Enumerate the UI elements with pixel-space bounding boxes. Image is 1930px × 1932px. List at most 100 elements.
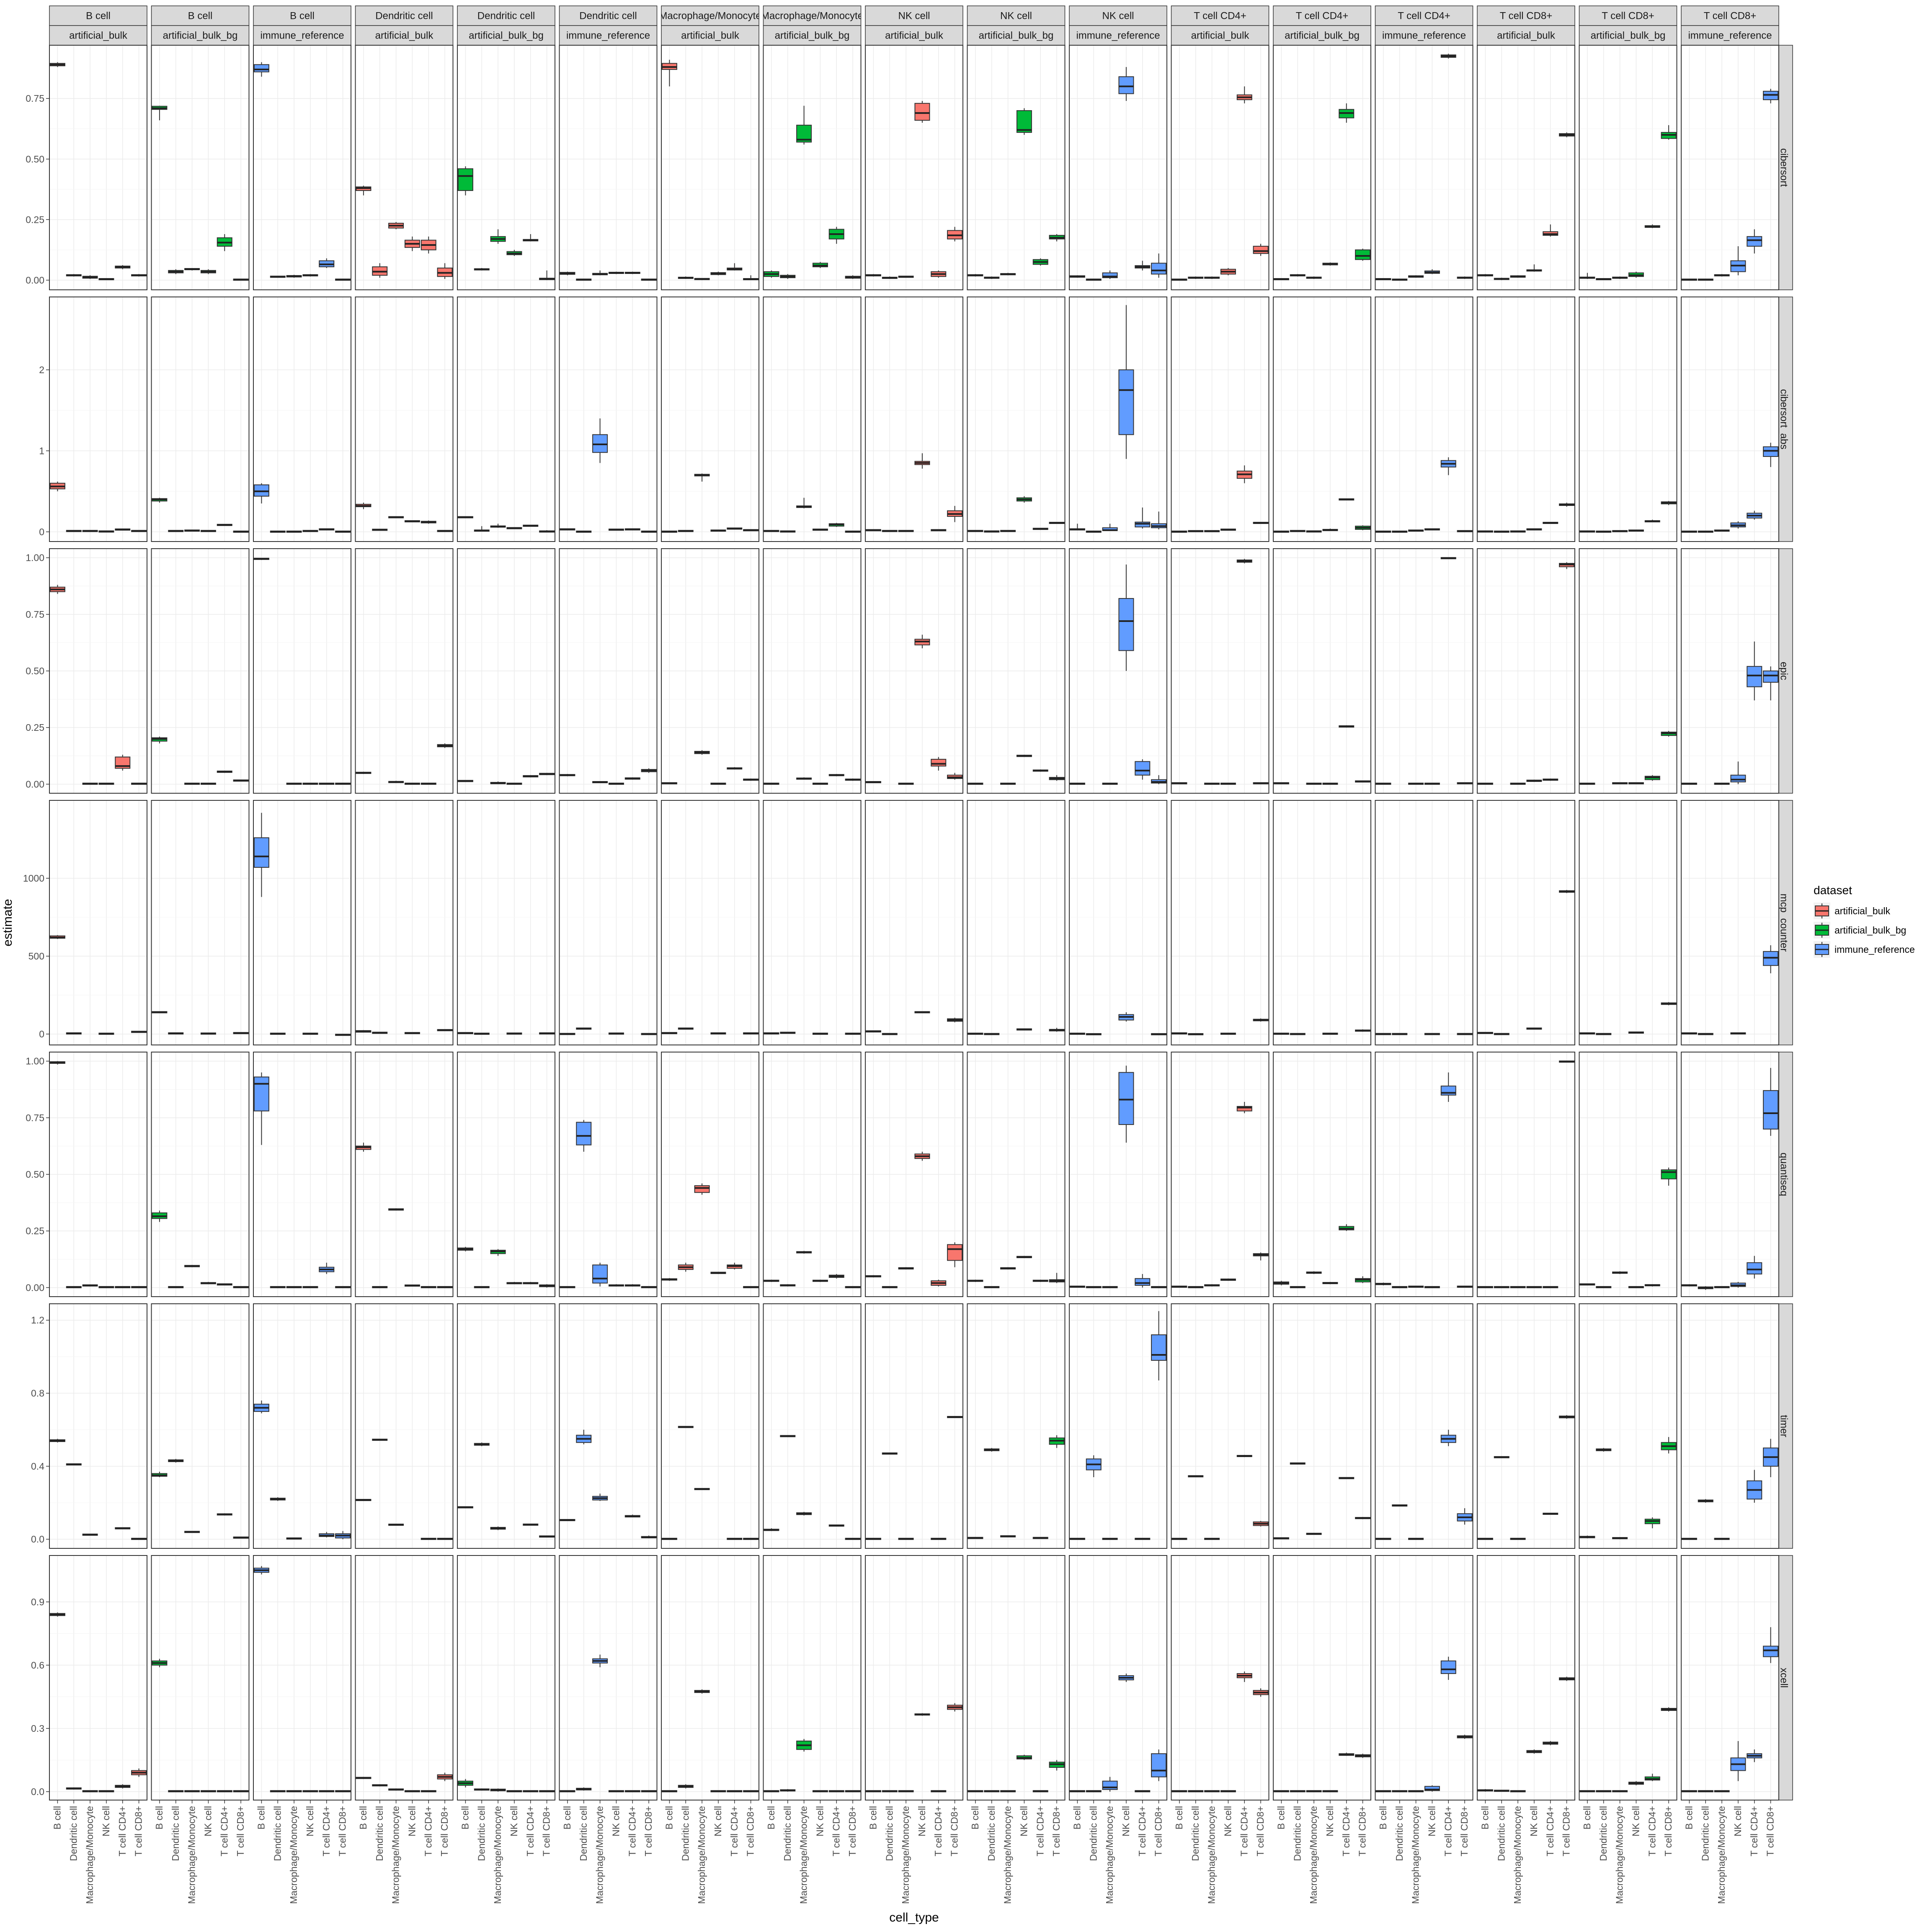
facet-panel xyxy=(1273,1304,1371,1548)
panel-background xyxy=(356,1555,453,1800)
box xyxy=(1135,1538,1150,1540)
box xyxy=(1425,1287,1440,1288)
box xyxy=(356,1777,371,1779)
facet-panel xyxy=(1069,1052,1167,1297)
strip-label-dataset: artificial_bulk_bg xyxy=(1285,30,1360,41)
box xyxy=(1392,1287,1407,1288)
box xyxy=(1307,783,1321,784)
box xyxy=(458,1506,473,1508)
box xyxy=(1033,1537,1048,1538)
y-tick-label: 1000 xyxy=(23,873,44,884)
box xyxy=(625,1790,640,1792)
box xyxy=(1392,279,1407,280)
box xyxy=(1254,1521,1268,1527)
box xyxy=(389,516,403,518)
facet-panel xyxy=(1171,800,1269,1045)
facet-panel xyxy=(49,1052,147,1297)
strip-label-cell-type: Dendritic cell xyxy=(477,10,535,22)
box xyxy=(67,274,81,276)
box xyxy=(1682,279,1697,280)
facet-panel xyxy=(764,549,861,793)
y-tick-label: 1.00 xyxy=(26,1056,44,1067)
box xyxy=(931,271,946,278)
box xyxy=(743,1538,758,1540)
box xyxy=(1511,531,1525,532)
box xyxy=(764,530,779,531)
box xyxy=(287,1287,302,1288)
box xyxy=(829,1524,844,1526)
box xyxy=(813,262,828,268)
box-iqr xyxy=(1119,370,1133,435)
box xyxy=(1070,783,1085,784)
box xyxy=(1494,1033,1509,1034)
facet-panel xyxy=(661,800,759,1045)
strip-label-dataset: artificial_bulk xyxy=(1191,30,1250,41)
box xyxy=(1580,1284,1595,1285)
box xyxy=(201,530,216,531)
box xyxy=(1629,1287,1644,1288)
box xyxy=(217,524,232,526)
box xyxy=(1033,769,1048,771)
panel-background xyxy=(1375,800,1473,1045)
box-iqr xyxy=(1135,1279,1150,1285)
box xyxy=(593,781,607,783)
panel-background xyxy=(661,1555,759,1800)
box xyxy=(1376,531,1391,532)
box xyxy=(1172,1538,1187,1540)
box xyxy=(625,777,640,779)
y-tick-label: 0.00 xyxy=(26,779,44,789)
box-iqr xyxy=(1355,250,1370,260)
strip-label-dataset: immune_reference xyxy=(566,30,650,41)
box xyxy=(438,1538,452,1540)
box xyxy=(797,1251,811,1254)
box xyxy=(1580,531,1595,532)
panel-background xyxy=(968,297,1065,542)
facet-panel xyxy=(968,549,1065,793)
box xyxy=(1323,783,1337,784)
y-tick-label: 0.0 xyxy=(31,1534,44,1545)
panel-background xyxy=(661,1304,759,1548)
box xyxy=(743,1033,758,1034)
box xyxy=(234,1790,248,1792)
facet-panel xyxy=(1681,45,1779,290)
box xyxy=(780,1284,795,1286)
box xyxy=(287,531,302,532)
facet-panel xyxy=(152,1052,249,1297)
box xyxy=(642,279,656,280)
box xyxy=(1425,1033,1440,1034)
box xyxy=(1409,530,1423,531)
box xyxy=(915,101,929,123)
box xyxy=(968,1790,983,1792)
strip-label-cell-type: Macrophage/Monocyte xyxy=(659,10,761,22)
box xyxy=(560,1287,575,1288)
box xyxy=(609,272,624,274)
facet-panel xyxy=(661,1555,759,1800)
box-iqr xyxy=(254,1077,269,1111)
box xyxy=(866,1275,881,1277)
box xyxy=(1478,1032,1493,1034)
y-tick-label: 0.8 xyxy=(31,1388,44,1399)
box xyxy=(507,783,521,784)
box xyxy=(303,783,317,784)
y-tick-label: 0.9 xyxy=(31,1597,44,1607)
box xyxy=(1715,783,1729,784)
box xyxy=(560,1033,575,1035)
box xyxy=(1307,531,1321,532)
box xyxy=(1458,531,1472,532)
box xyxy=(271,276,285,278)
box xyxy=(780,1032,795,1033)
box xyxy=(1559,1061,1574,1062)
strip-label-method: timer xyxy=(1778,1415,1790,1437)
panel-background xyxy=(865,45,963,290)
panel-background xyxy=(1375,45,1473,290)
box xyxy=(1339,725,1354,727)
facet-panel xyxy=(253,1555,351,1800)
y-tick-label: 0 xyxy=(39,1029,44,1040)
strip-label-dataset: artificial_bulk_bg xyxy=(775,30,850,41)
box xyxy=(743,1790,758,1792)
box xyxy=(1715,1287,1729,1288)
box xyxy=(1290,530,1305,531)
facet-panel xyxy=(560,549,657,793)
